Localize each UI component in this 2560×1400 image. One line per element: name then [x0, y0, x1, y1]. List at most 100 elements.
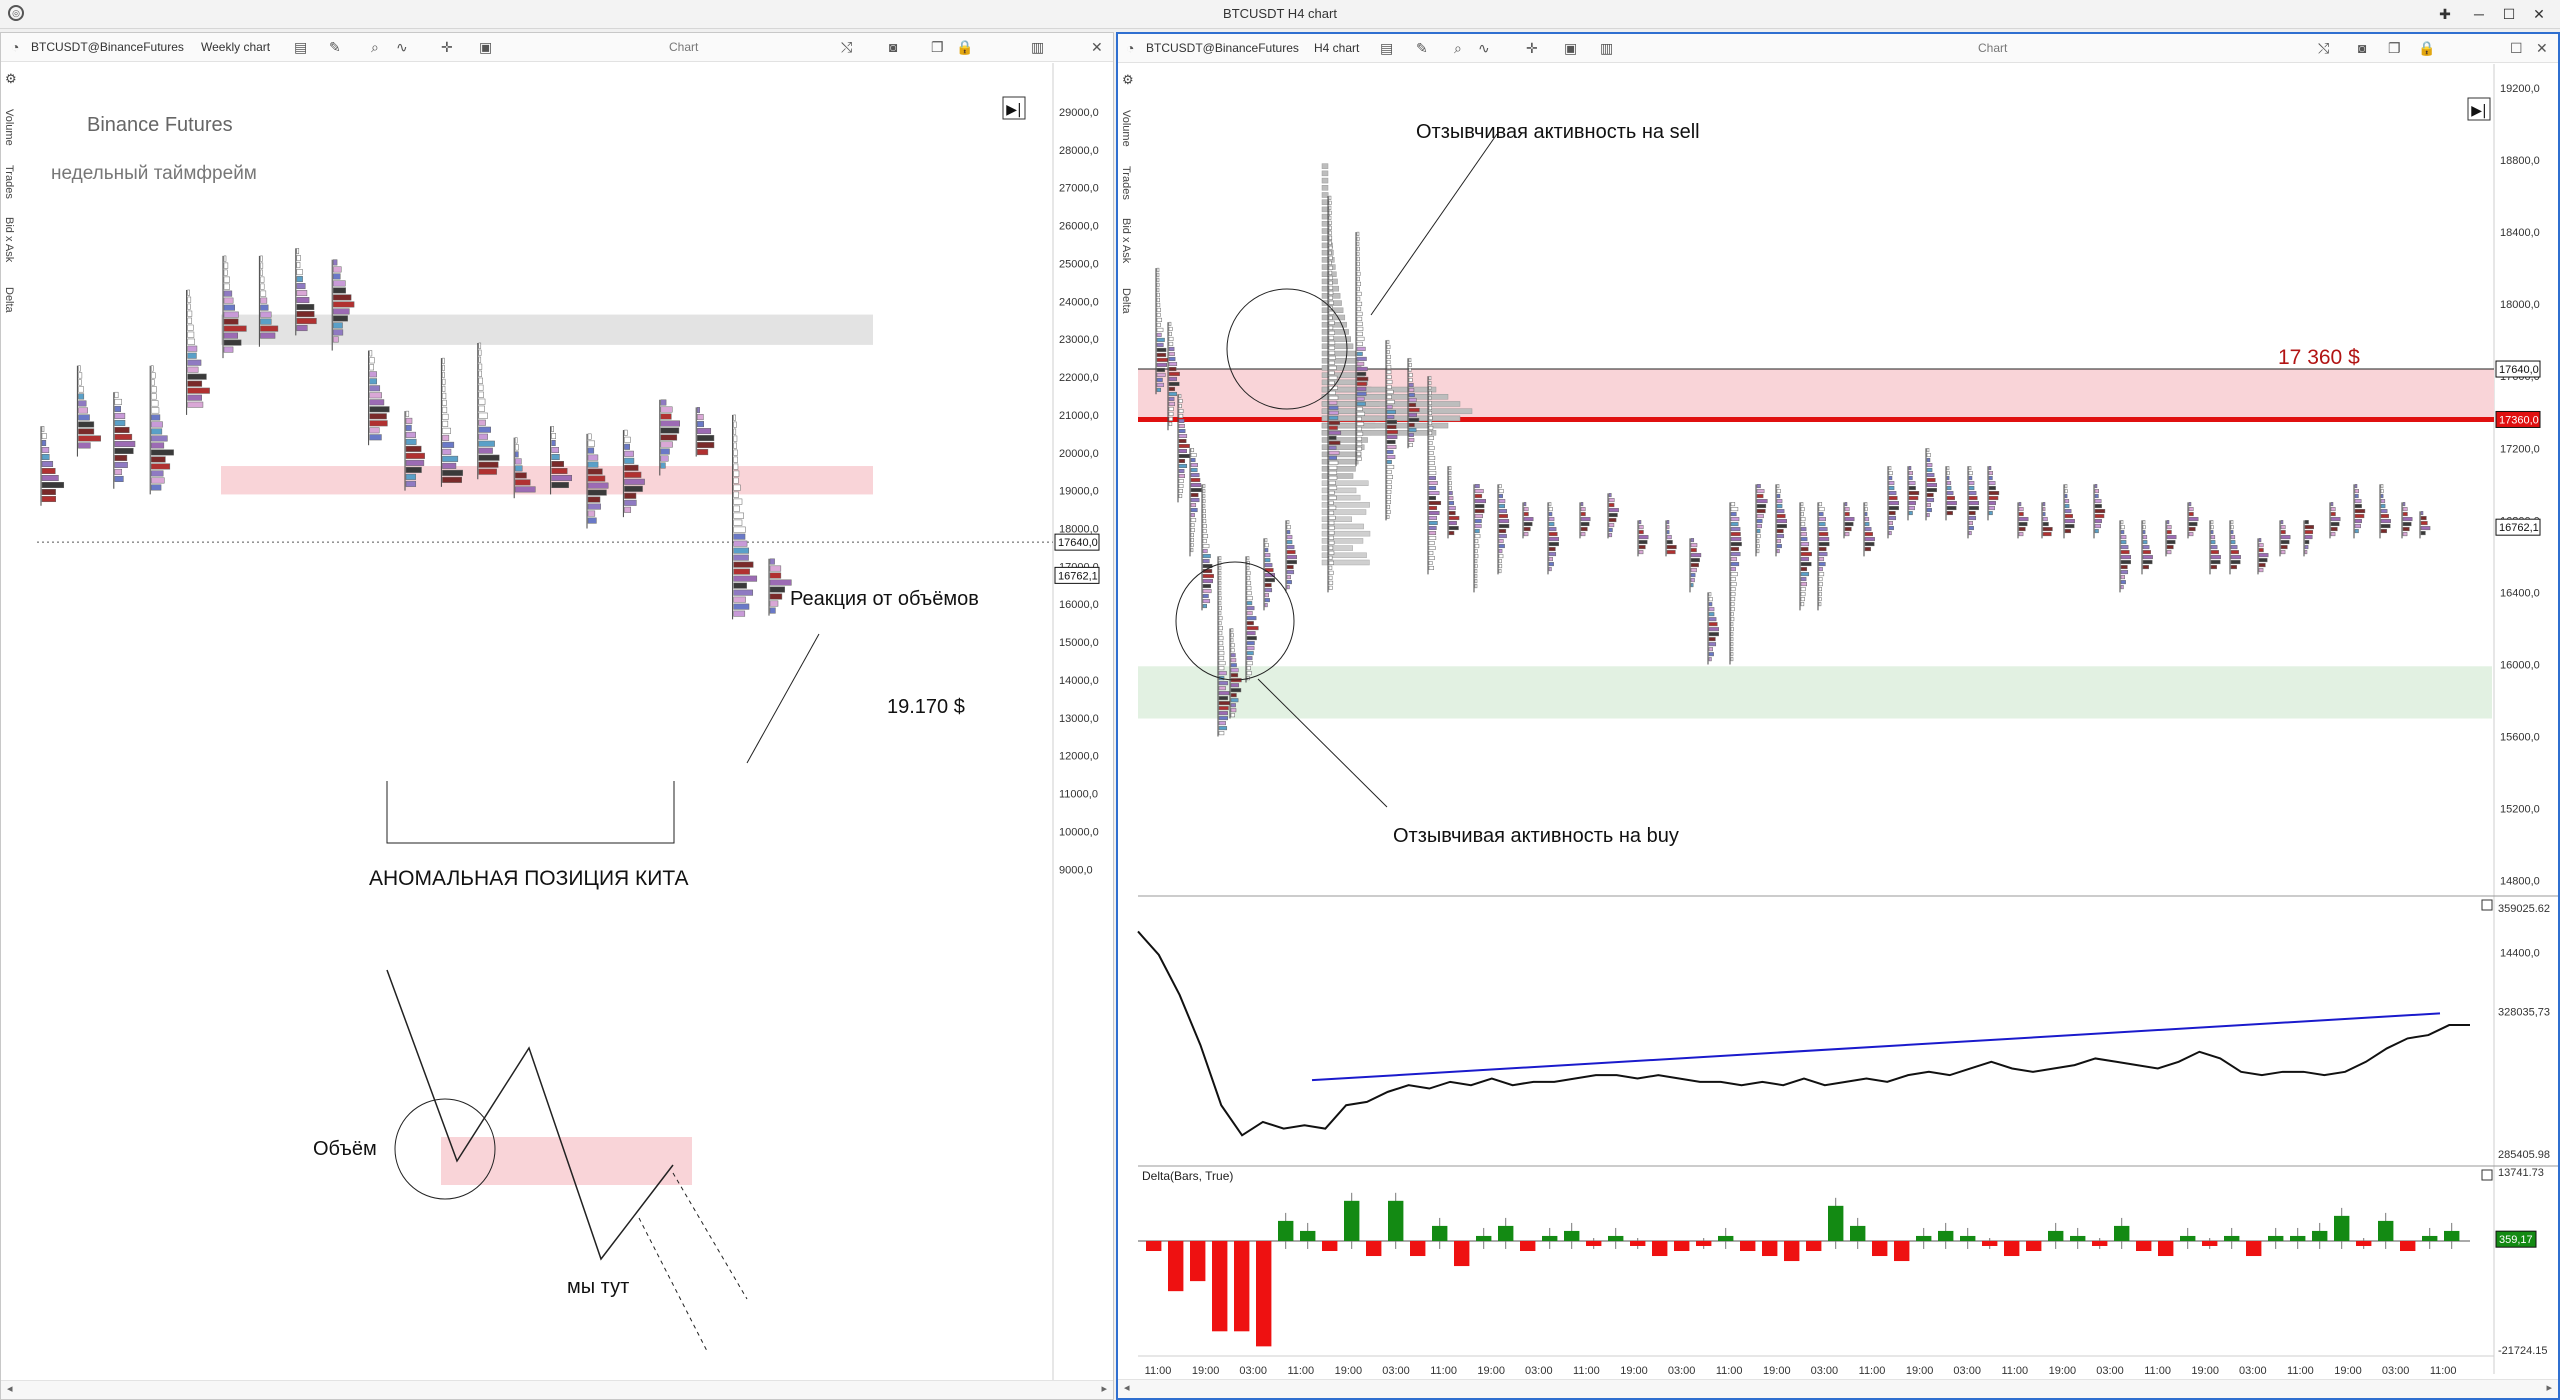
link-icon[interactable]: ⤭	[841, 39, 853, 55]
copy-icon[interactable]: ❐	[931, 39, 944, 55]
zoom-icon[interactable]: ⌕	[371, 39, 379, 55]
sidetab-trades[interactable]: Trades	[3, 165, 15, 199]
indicators-icon[interactable]: ◔	[1126, 40, 1135, 56]
h4-bar-cell	[1356, 451, 1362, 456]
h4-bar-cell	[1776, 529, 1784, 534]
h4-bar-cell	[1328, 585, 1333, 590]
scroll-right-arrow-icon[interactable]: ▸	[1101, 1383, 1107, 1395]
weekly-bar-cell	[660, 462, 666, 469]
panel-icon[interactable]: ▥	[1031, 39, 1045, 55]
layout-icon[interactable]: ▣	[479, 39, 493, 55]
settings-gear-icon[interactable]: ⚙	[5, 71, 17, 86]
weekly-footprint-chart[interactable]: ▶| 29000,0 28000,0 27000,0 26000,0 25000,0 240…	[1, 33, 1114, 1400]
pencil-icon[interactable]: ✎	[329, 39, 341, 55]
copy-icon[interactable]: ❐	[2388, 40, 2401, 56]
h4-bar-cell	[1230, 663, 1237, 668]
delta-badge: 359,17	[2499, 1234, 2533, 1246]
scroll-right-arrow-icon[interactable]: ▸	[2546, 1382, 2552, 1394]
sidetab-bid-ask[interactable]: Bid x Ask	[3, 217, 15, 263]
camera-icon[interactable]: ◙	[2358, 40, 2367, 56]
h4-bar-cell	[1356, 356, 1367, 361]
h4-bar-cell	[1818, 547, 1827, 552]
zone-gray	[221, 314, 873, 345]
weekly-bar-cell	[332, 308, 350, 315]
h4-bar-cell	[1328, 430, 1342, 435]
h4-bar-cell	[1178, 468, 1185, 473]
h4-bar-cell	[1818, 537, 1830, 542]
h4-bar-cell	[1356, 256, 1360, 261]
h4-bar-cell	[1356, 396, 1365, 401]
sidetab-volume[interactable]: Volume	[3, 109, 15, 146]
h4-bar-cell	[1328, 320, 1335, 325]
sidetab-delta[interactable]: Delta	[3, 287, 15, 313]
lock-icon[interactable]: 🔒	[956, 39, 974, 55]
price-tick: 11000,0	[1059, 789, 1098, 801]
volume-profile-row	[1321, 422, 1449, 429]
pane-close-icon[interactable]: ✕	[1091, 39, 1103, 55]
left-symbol[interactable]: BTCUSDT@BinanceFutures	[31, 40, 184, 54]
scroll-left-arrow-icon[interactable]: ◂	[1124, 1382, 1130, 1394]
crosshair-icon[interactable]: ✛	[1526, 40, 1538, 56]
template-icon[interactable]: ▤	[294, 39, 308, 55]
h4-bar-cell	[1356, 331, 1363, 336]
weekly-bar-cell	[187, 331, 195, 338]
sidetab-bid-ask[interactable]: Bid x Ask	[1120, 218, 1132, 264]
h4-bar-cell	[1498, 484, 1502, 489]
delta-bar	[1982, 1240, 1998, 1246]
h4-bar-cell	[1428, 475, 1436, 480]
h4-bar-cell	[1356, 401, 1366, 406]
h4-bar-cell	[1168, 356, 1176, 361]
add-icon[interactable]: ✚	[2439, 6, 2451, 22]
weekly-bar-cell	[405, 424, 412, 431]
lock-icon[interactable]: 🔒	[2418, 40, 2436, 56]
h4-bar-cell	[1730, 657, 1734, 662]
close-button[interactable]: ✕	[2533, 6, 2545, 22]
h4-bar-cell	[1386, 429, 1398, 434]
volume-profile-row	[1321, 177, 1329, 184]
h4-bar-cell	[1474, 539, 1479, 544]
right-horizontal-scrollbar[interactable]: ◂ ▸	[1118, 1379, 2558, 1398]
template-icon[interactable]: ▤	[1380, 40, 1394, 56]
minimize-button[interactable]: ─	[2474, 6, 2484, 22]
indicators-icon[interactable]: ◔	[11, 39, 20, 55]
pane-maximize-icon[interactable]: ☐	[2510, 40, 2523, 56]
layout-icon[interactable]: ▣	[1564, 40, 1578, 56]
settings-gear-icon[interactable]: ⚙	[1122, 72, 1134, 87]
h4-bar-cell	[1888, 501, 1900, 506]
h4-bar-cell	[1730, 602, 1735, 607]
pane-close-icon[interactable]: ✕	[2536, 40, 2548, 56]
h4-bar-cell	[1328, 350, 1336, 355]
right-symbol[interactable]: BTCUSDT@BinanceFutures	[1146, 41, 1299, 55]
indicator-chart-icon[interactable]: ∿	[396, 39, 408, 55]
price-tick: 9000,0	[1059, 864, 1093, 876]
camera-icon[interactable]: ◙	[889, 39, 898, 55]
h4-bar-cell	[1408, 417, 1420, 422]
maximize-button[interactable]: ☐	[2502, 6, 2516, 22]
link-icon[interactable]: ⤭	[2318, 40, 2330, 56]
indicator-chart-icon[interactable]: ∿	[1478, 40, 1490, 56]
right-timeframe[interactable]: H4 chart	[1314, 41, 1360, 55]
h4-bar-cell	[1246, 631, 1256, 636]
h4-bar-cell	[1230, 653, 1236, 658]
panel-icon[interactable]: ▥	[1600, 40, 1614, 56]
left-timeframe[interactable]: Weekly chart	[201, 40, 271, 54]
left-horizontal-scrollbar[interactable]: ◂ ▸	[1, 1380, 1113, 1399]
scroll-left-arrow-icon[interactable]: ◂	[7, 1383, 13, 1395]
sidetab-volume[interactable]: Volume	[1120, 110, 1132, 147]
h4-footprint-chart[interactable]: ▶| Отзывчивая активность на sell Отзывчива…	[1118, 34, 2560, 1400]
weekly-bar-cell	[150, 386, 157, 393]
h4-bar-cell	[2094, 524, 2101, 529]
h4-bar-cell	[1408, 372, 1413, 377]
weekly-bar-cell	[150, 435, 168, 442]
h4-bar-cell	[1888, 531, 1892, 536]
h4-bar-cell	[1730, 572, 1738, 577]
h4-bar-cell	[1356, 406, 1363, 411]
zoom-icon[interactable]: ⌕	[1454, 40, 1462, 56]
h4-bar-cell	[1356, 266, 1360, 271]
sidetab-delta[interactable]: Delta	[1120, 288, 1132, 314]
pencil-icon[interactable]: ✎	[1416, 40, 1428, 56]
h4-bar-cell	[1356, 386, 1367, 391]
crosshair-icon[interactable]: ✛	[441, 39, 453, 55]
h4-bar-cell	[1408, 387, 1415, 392]
sidetab-trades[interactable]: Trades	[1120, 166, 1132, 200]
